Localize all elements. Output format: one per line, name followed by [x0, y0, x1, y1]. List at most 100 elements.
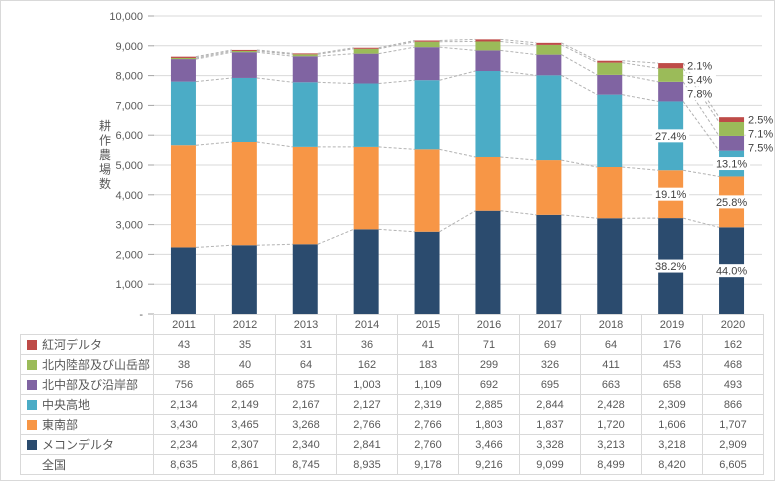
bar-segment-2016-紅河デルタ[interactable] [475, 39, 501, 42]
bar-segment-2019-紅河デルタ[interactable] [658, 63, 684, 69]
bar-segment-2012-東南部[interactable] [231, 141, 257, 246]
bar-segment-2011-東南部[interactable] [170, 145, 196, 248]
bar-segment-2016-北中部及び沿岸部[interactable] [475, 50, 501, 72]
series-line-メコンデルタ [256, 243, 293, 246]
table-value-cell: 162 [702, 334, 764, 355]
bar-segment-2018-紅河デルタ[interactable] [597, 60, 623, 63]
series-line-北中部及び沿岸部 [622, 74, 659, 83]
bar-segment-2018-中央高地[interactable] [597, 94, 623, 167]
bar-segment-2015-東南部[interactable] [414, 149, 440, 232]
bar-segment-2015-紅河デルタ[interactable] [414, 40, 440, 42]
series-line-紅河デルタ [195, 49, 232, 58]
data-label: 7.8% [687, 89, 712, 101]
table-value-cell: 411 [580, 354, 642, 375]
bar-segment-2013-中央高地[interactable] [292, 82, 318, 147]
bar-segment-2012-北内陸部及び山岳部[interactable] [231, 50, 257, 53]
table-value-cell: 71 [458, 334, 520, 355]
bar-segment-2018-東南部[interactable] [597, 166, 623, 219]
legend-row-label: 北中部及び沿岸部 [20, 374, 154, 395]
data-label: 25.8% [716, 197, 747, 209]
bar-segment-2011-北内陸部及び山岳部[interactable] [170, 57, 196, 60]
bar-segment-2018-北内陸部及び山岳部[interactable] [597, 62, 623, 75]
y-axis-tick-label: 1,000 [115, 279, 143, 291]
bar-segment-2015-北中部及び沿岸部[interactable] [414, 47, 440, 81]
bar-segment-2011-メコンデルタ[interactable] [170, 247, 196, 314]
legend-swatch-icon [27, 400, 37, 410]
table-value-cell: 493 [702, 374, 764, 395]
bar-segment-2016-メコンデルタ[interactable] [475, 210, 501, 314]
bar-segment-2020-北内陸部及び山岳部[interactable] [719, 121, 745, 136]
table-value-cell: 162 [336, 354, 398, 375]
legend-row-label: 東南部 [20, 414, 154, 435]
bar-segment-2015-メコンデルタ[interactable] [414, 231, 440, 314]
bar-segment-2015-北内陸部及び山岳部[interactable] [414, 41, 440, 48]
bar-segment-2012-中央高地[interactable] [231, 77, 257, 142]
table-value-cell: 8,935 [336, 454, 398, 475]
bar-segment-2012-メコンデルタ[interactable] [231, 245, 257, 314]
table-value-cell: 31 [275, 334, 337, 355]
series-line-メコンデルタ [439, 210, 476, 233]
table-value-cell: 8,420 [641, 454, 703, 475]
bar-segment-2016-中央高地[interactable] [475, 71, 501, 157]
table-value-cell: 2,909 [702, 434, 764, 455]
series-line-北中部及び沿岸部 [500, 49, 537, 56]
series-name: 北内陸部及び山岳部 [42, 358, 151, 372]
bar-segment-2016-東南部[interactable] [475, 156, 501, 211]
y-axis-tick-label: 6,000 [115, 130, 143, 142]
bar-segment-2018-メコンデルタ[interactable] [597, 218, 623, 314]
series-line-紅河デルタ [500, 38, 537, 44]
bar-segment-2013-北内陸部及び山岳部[interactable] [292, 54, 318, 57]
bar-segment-2019-北内陸部及び山岳部[interactable] [658, 68, 684, 82]
data-label: 27.4% [655, 131, 686, 143]
bar-segment-2014-メコンデルタ[interactable] [353, 229, 379, 314]
bar-segment-2020-北中部及び沿岸部[interactable] [719, 135, 745, 151]
table-value-cell: 1,109 [397, 374, 459, 395]
bar-segment-2017-メコンデルタ[interactable] [536, 214, 562, 314]
bar-segment-2014-北中部及び沿岸部[interactable] [353, 53, 379, 84]
bar-segment-2012-紅河デルタ[interactable] [231, 49, 257, 51]
series-line-メコンデルタ [378, 228, 415, 233]
bar-segment-2017-東南部[interactable] [536, 160, 562, 215]
bar-segment-2014-東南部[interactable] [353, 146, 379, 230]
bar-segment-2013-メコンデルタ[interactable] [292, 244, 318, 314]
bar-segment-2013-紅河デルタ[interactable] [292, 53, 318, 55]
bar-segment-2014-北内陸部及び山岳部[interactable] [353, 48, 379, 54]
series-line-東南部 [622, 166, 659, 171]
table-header-row: 2011 2012 2013 2014 2015 2016 2017 2018 2019 2020 [20, 314, 764, 335]
data-label-bg [652, 129, 690, 143]
table-value-cell: 2,760 [397, 434, 459, 455]
bar-segment-2015-中央高地[interactable] [414, 80, 440, 150]
y-axis-tick-label: 9,000 [115, 41, 143, 53]
legend-swatch-icon [27, 360, 37, 370]
table-value-cell: 2,766 [336, 414, 398, 435]
series-line-東南部 [378, 146, 415, 150]
bar-segment-2014-紅河デルタ[interactable] [353, 47, 379, 49]
series-line-北内陸部及び山岳部 [378, 41, 415, 50]
bar-segment-2019-北中部及び沿岸部[interactable] [658, 81, 684, 102]
bar-segment-2011-北中部及び沿岸部[interactable] [170, 59, 196, 82]
series-line-東南部 [683, 169, 720, 177]
bar-segment-2017-北内陸部及び山岳部[interactable] [536, 44, 562, 55]
series-line-紅河デルタ [561, 42, 598, 62]
bar-segment-2011-紅河デルタ[interactable] [170, 56, 196, 58]
series-line-メコンデルタ [317, 228, 354, 245]
bar-segment-2017-紅河デルタ[interactable] [536, 42, 562, 45]
year-header: 2014 [336, 314, 398, 335]
bar-segment-2016-北内陸部及び山岳部[interactable] [475, 41, 501, 51]
bar-segment-2017-中央高地[interactable] [536, 75, 562, 161]
bar-segment-2013-東南部[interactable] [292, 146, 318, 245]
table-value-cell: 865 [214, 374, 276, 395]
series-line-北内陸部及び山岳部 [500, 40, 537, 46]
data-label: 7.1% [748, 129, 773, 141]
bar-segment-2012-北中部及び沿岸部[interactable] [231, 52, 257, 78]
bar-segment-2018-北中部及び沿岸部[interactable] [597, 74, 623, 95]
bar-segment-2014-中央高地[interactable] [353, 83, 379, 147]
y-axis-tick-label: 2,000 [115, 249, 143, 261]
table-value-cell: 2,309 [641, 394, 703, 415]
bar-segment-2017-北中部及び沿岸部[interactable] [536, 54, 562, 76]
series-line-メコンデルタ [195, 244, 232, 248]
table-value-cell: 3,430 [153, 414, 215, 435]
bar-segment-2011-中央高地[interactable] [170, 81, 196, 146]
bar-segment-2013-北中部及び沿岸部[interactable] [292, 56, 318, 83]
bar-segment-2020-紅河デルタ[interactable] [719, 117, 745, 122]
